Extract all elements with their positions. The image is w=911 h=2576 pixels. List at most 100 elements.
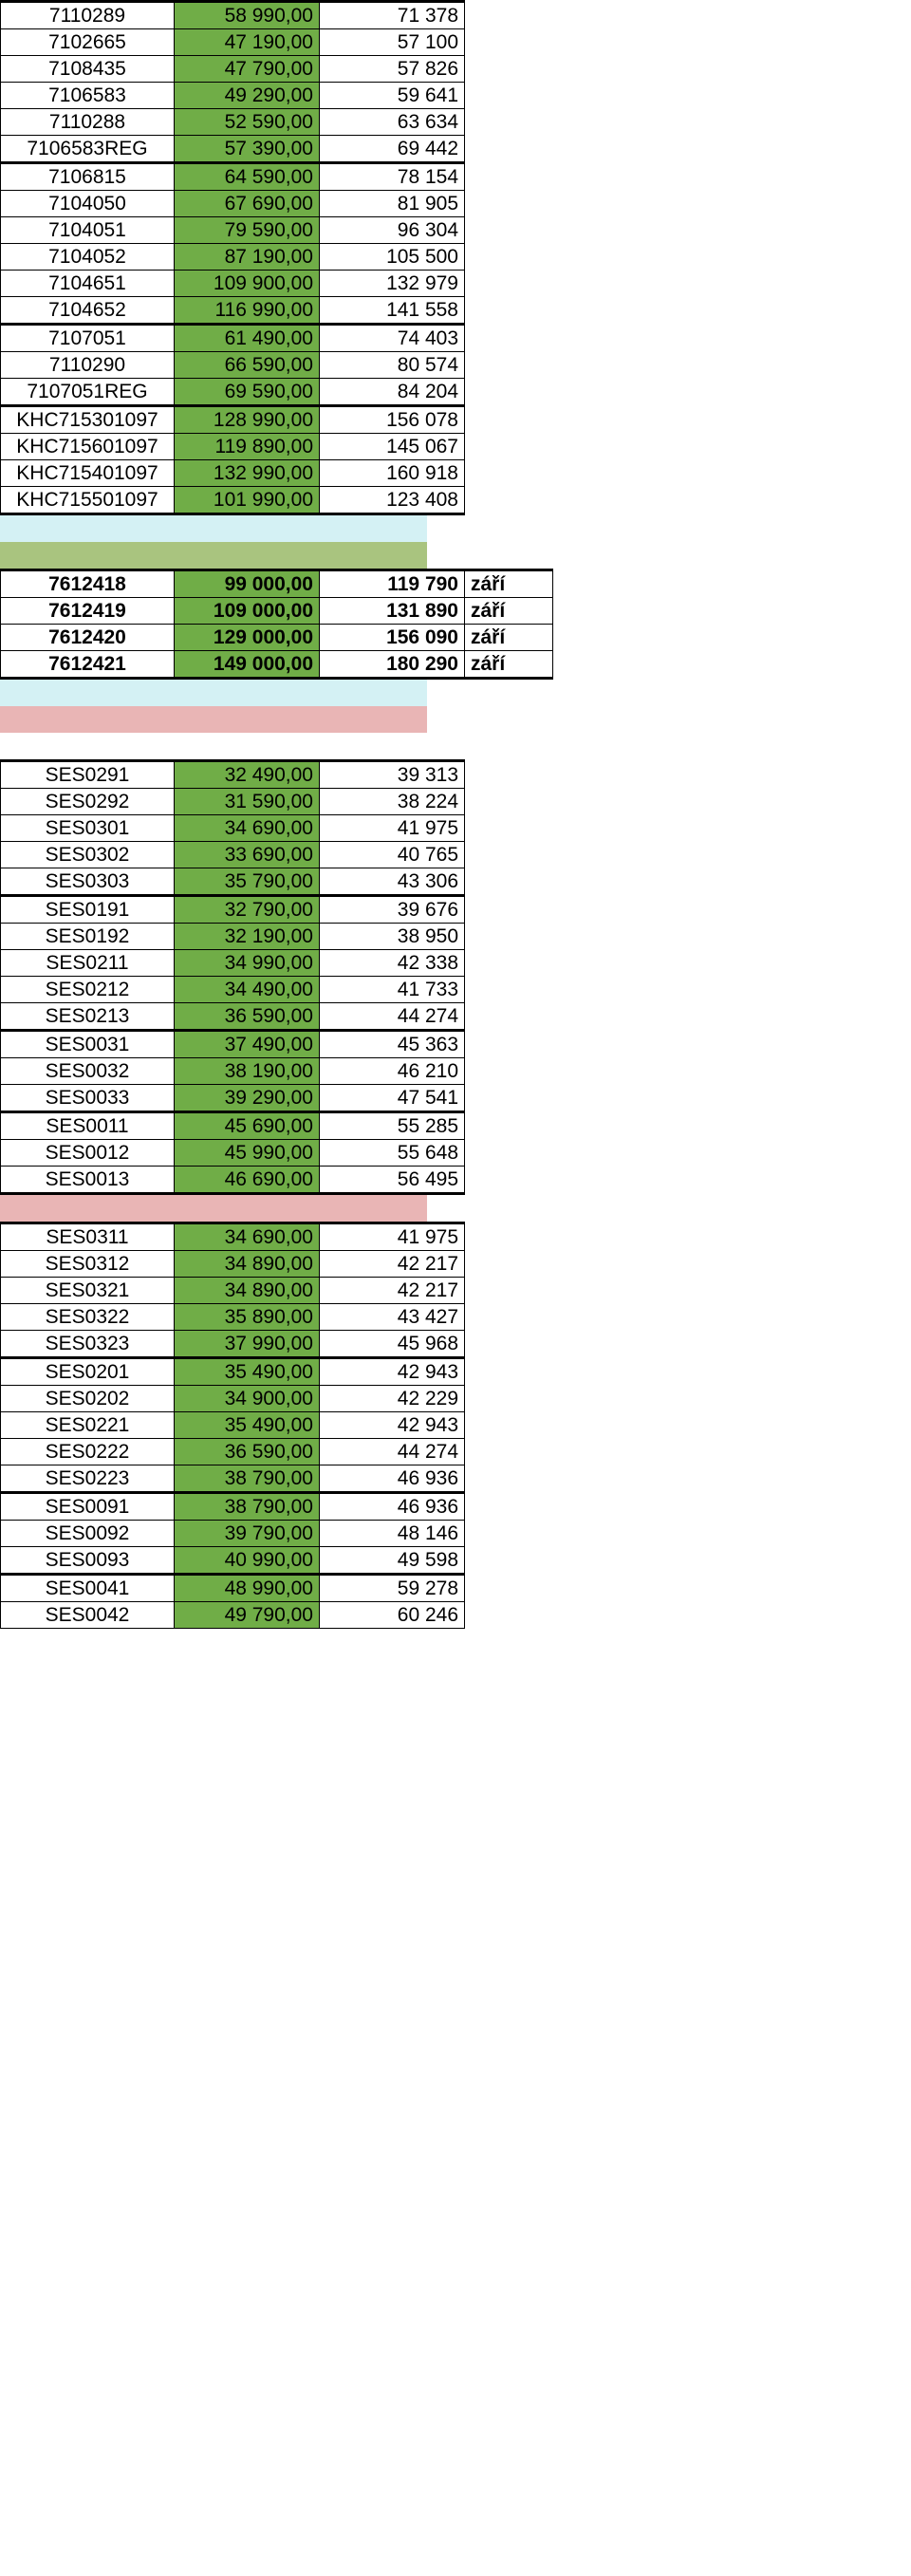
calc-cell: 42 217 [320, 1251, 465, 1278]
price-cell: 31 590,00 [175, 789, 320, 815]
table-row: 710405179 590,0096 304 [1, 217, 465, 244]
table-row: 710405067 690,0081 905 [1, 191, 465, 217]
calc-cell: 84 204 [320, 379, 465, 406]
calc-cell: 80 574 [320, 352, 465, 379]
table-row: SES032337 990,0045 968 [1, 1331, 465, 1358]
price-cell: 34 890,00 [175, 1251, 320, 1278]
price-cell: 57 390,00 [175, 136, 320, 163]
price-cell: 35 490,00 [175, 1358, 320, 1386]
calc-cell: 71 378 [320, 2, 465, 29]
table-row: SES031234 890,0042 217 [1, 1251, 465, 1278]
price-cell: 66 590,00 [175, 352, 320, 379]
table-row: 710405287 190,00105 500 [1, 244, 465, 271]
code-cell: SES0211 [1, 950, 175, 977]
price-cell: 35 790,00 [175, 868, 320, 896]
calc-cell: 38 950 [320, 924, 465, 950]
code-cell: SES0292 [1, 789, 175, 815]
code-cell: SES0302 [1, 842, 175, 868]
table-row: SES030335 790,0043 306 [1, 868, 465, 896]
calc-cell: 81 905 [320, 191, 465, 217]
block3-table: SES029132 490,0039 313SES029231 590,0038… [0, 759, 465, 1195]
price-cell: 109 000,00 [175, 598, 320, 625]
calc-cell: 160 918 [320, 460, 465, 487]
code-cell: SES0013 [1, 1167, 175, 1194]
table-row: SES020234 900,0042 229 [1, 1386, 465, 1412]
code-cell: SES0322 [1, 1304, 175, 1331]
calc-cell: 156 078 [320, 406, 465, 434]
price-cell: 40 990,00 [175, 1547, 320, 1575]
code-cell: SES0321 [1, 1278, 175, 1304]
calc-cell: 41 975 [320, 815, 465, 842]
calc-cell: 41 975 [320, 1223, 465, 1251]
month-cell: září [465, 625, 553, 651]
table-row: SES030134 690,0041 975 [1, 815, 465, 842]
code-cell: 7110288 [1, 109, 175, 136]
table-row: 7107051REG69 590,0084 204 [1, 379, 465, 406]
price-cell: 34 690,00 [175, 815, 320, 842]
code-cell: SES0012 [1, 1140, 175, 1167]
price-cell: 38 190,00 [175, 1058, 320, 1085]
code-cell: 7106583REG [1, 136, 175, 163]
calc-cell: 39 676 [320, 896, 465, 924]
price-cell: 47 790,00 [175, 56, 320, 83]
calc-cell: 45 363 [320, 1031, 465, 1058]
price-cell: 39 790,00 [175, 1521, 320, 1547]
code-cell: 7110290 [1, 352, 175, 379]
calc-cell: 119 790 [320, 570, 465, 598]
price-cell: 69 590,00 [175, 379, 320, 406]
bands2 [0, 680, 427, 733]
price-cell: 58 990,00 [175, 2, 320, 29]
price-cell: 32 490,00 [175, 761, 320, 789]
table-row: 710681564 590,0078 154 [1, 163, 465, 191]
block4-table: SES031134 690,0041 975SES031234 890,0042… [0, 1222, 465, 1629]
bands3 [0, 1195, 427, 1222]
price-cell: 109 900,00 [175, 271, 320, 297]
code-cell: SES0093 [1, 1547, 175, 1575]
price-cell: 38 790,00 [175, 1465, 320, 1493]
table-row: SES022338 790,0046 936 [1, 1465, 465, 1493]
price-cell: 49 790,00 [175, 1602, 320, 1629]
table-row: 7612420129 000,00156 090září [1, 625, 553, 651]
table-row: 7104651109 900,00132 979 [1, 271, 465, 297]
price-cell: 129 000,00 [175, 625, 320, 651]
code-cell: KHC715601097 [1, 434, 175, 460]
calc-cell: 42 217 [320, 1278, 465, 1304]
color-band [0, 542, 427, 569]
calc-cell: 78 154 [320, 163, 465, 191]
code-cell: SES0291 [1, 761, 175, 789]
code-cell: SES0033 [1, 1085, 175, 1112]
price-cell: 116 990,00 [175, 297, 320, 325]
table-row: SES032235 890,0043 427 [1, 1304, 465, 1331]
table-row: 710266547 190,0057 100 [1, 29, 465, 56]
price-cell: 149 000,00 [175, 651, 320, 679]
calc-cell: 180 290 [320, 651, 465, 679]
table-row: 7612419109 000,00131 890září [1, 598, 553, 625]
code-cell: SES0212 [1, 977, 175, 1003]
table-row: SES001145 690,0055 285 [1, 1112, 465, 1140]
price-cell: 33 690,00 [175, 842, 320, 868]
table-row: 710843547 790,0057 826 [1, 56, 465, 83]
price-cell: 36 590,00 [175, 1439, 320, 1465]
calc-cell: 59 278 [320, 1575, 465, 1602]
table-row: SES022135 490,0042 943 [1, 1412, 465, 1439]
calc-cell: 40 765 [320, 842, 465, 868]
calc-cell: 55 648 [320, 1140, 465, 1167]
calc-cell: 47 541 [320, 1085, 465, 1112]
price-cell: 48 990,00 [175, 1575, 320, 1602]
calc-cell: 42 943 [320, 1358, 465, 1386]
price-cell: 38 790,00 [175, 1493, 320, 1521]
code-cell: SES0091 [1, 1493, 175, 1521]
calc-cell: 46 210 [320, 1058, 465, 1085]
table-row: SES030233 690,0040 765 [1, 842, 465, 868]
code-cell: KHC715301097 [1, 406, 175, 434]
calc-cell: 44 274 [320, 1003, 465, 1031]
price-cell: 34 990,00 [175, 950, 320, 977]
table-row: SES004148 990,0059 278 [1, 1575, 465, 1602]
code-cell: SES0202 [1, 1386, 175, 1412]
price-cell: 34 890,00 [175, 1278, 320, 1304]
table-row: 7104652116 990,00141 558 [1, 297, 465, 325]
code-cell: 7104052 [1, 244, 175, 271]
calc-cell: 105 500 [320, 244, 465, 271]
calc-cell: 42 943 [320, 1412, 465, 1439]
price-cell: 99 000,00 [175, 570, 320, 598]
